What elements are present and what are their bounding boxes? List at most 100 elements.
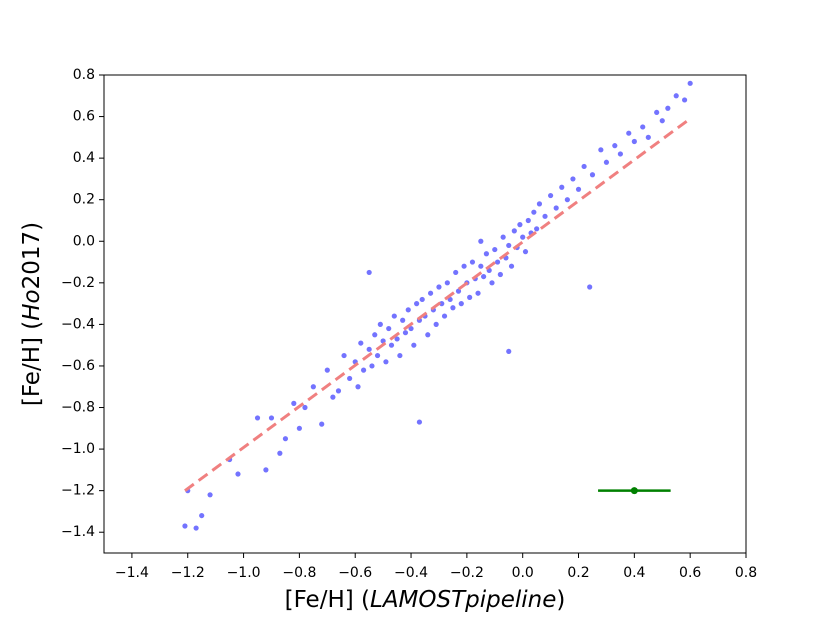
point [494,259,501,265]
point [645,134,651,140]
point [654,109,660,116]
point [626,130,632,136]
one-to-one-line [184,119,689,492]
point [673,93,679,99]
y-tick-label: −0.4 [61,316,95,332]
point [335,388,342,394]
point [478,238,484,244]
x-label-part: LAMOSTpipeline [370,587,556,613]
point [453,269,459,276]
point [640,124,646,130]
point [402,330,409,336]
point [369,363,375,369]
point [310,384,316,390]
y-tick-label: 0.2 [73,192,95,208]
point [570,176,576,182]
point [324,367,330,373]
x-tick-label: 0.8 [735,565,757,581]
y-tick-label: 0.4 [73,150,95,166]
point [439,301,445,307]
point [469,259,476,265]
point [383,359,389,365]
point [372,332,378,338]
x-tick-label: 0.6 [679,565,701,581]
x-tick-label: 0.4 [623,565,645,581]
point [517,222,523,228]
point [366,269,372,276]
x-tick-label: −1.4 [115,565,149,581]
y-tick-label: −0.2 [61,275,95,291]
point [659,118,665,124]
point [388,342,395,348]
point [444,280,450,286]
y-tick-label: −1.2 [61,483,95,499]
point [520,234,526,240]
y-tick-label: 0.6 [73,109,95,125]
point [534,226,540,232]
point [330,394,336,400]
point [394,336,400,342]
x-tick-label: −0.2 [450,565,484,581]
point [366,346,372,352]
point [419,296,425,303]
point [603,159,610,165]
point [511,228,517,234]
point [497,271,503,278]
point [631,138,637,145]
point [405,307,411,313]
point [377,321,383,327]
point [461,263,467,269]
x-tick-label: 0.0 [512,565,534,581]
point [525,217,531,224]
point [665,105,671,111]
point [548,192,554,199]
point [450,305,456,311]
x-tick-label: −0.4 [394,565,428,581]
point [433,321,439,327]
point [531,209,537,215]
point [598,147,604,153]
point [302,404,308,411]
point [506,242,512,249]
point [341,352,347,359]
point [358,340,364,346]
point [400,317,406,323]
y-tick-label: −1.4 [61,524,95,540]
point [347,375,353,382]
point [355,384,361,390]
point [483,251,490,257]
point [411,342,417,348]
point [522,249,529,255]
y-label-part: [Fe/H] ( [19,321,45,406]
point [235,471,241,477]
point [581,163,587,170]
y-axis-label: [Fe/H] (Ho2017) [19,222,45,406]
point [506,348,512,355]
point [475,290,481,296]
point [319,421,325,427]
point [291,400,297,406]
point [408,325,414,332]
x-label-part: [Fe/H] ( [285,587,370,613]
plot-frame [103,74,747,554]
point [193,525,199,531]
point [536,201,543,207]
error-point [630,487,638,495]
y-label-part: Ho [19,289,45,320]
point [478,263,484,269]
x-label-part: ) [556,587,565,613]
y-tick-label: 0.0 [73,233,95,249]
y-label-part: 2017) [19,222,45,290]
point [416,419,423,425]
point [687,80,693,86]
point [617,151,623,157]
point [508,263,515,269]
point [282,436,289,442]
point [263,467,269,473]
point [296,425,302,431]
point [441,313,448,319]
point [182,523,188,529]
point [458,301,464,307]
x-tick-label: −1.0 [227,565,261,581]
